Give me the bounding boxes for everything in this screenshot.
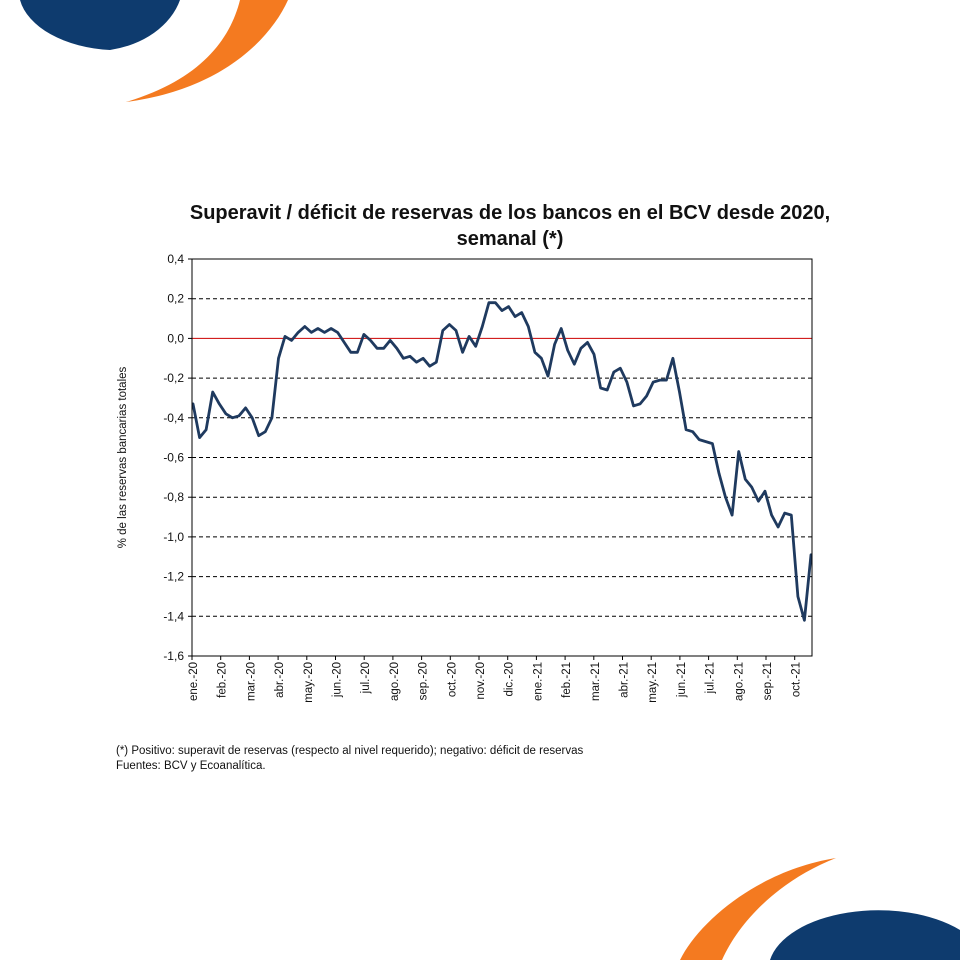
x-tick-label: ene.-20 <box>188 662 200 701</box>
y-tick-label: -0,8 <box>163 490 184 504</box>
y-tick-label: -0,6 <box>163 451 184 465</box>
y-tick-label: -1,4 <box>163 609 184 623</box>
y-tick-label: 0,0 <box>167 331 184 345</box>
x-tick-label: abr.-20 <box>274 662 286 698</box>
x-tick-label: nov.-20 <box>475 662 487 700</box>
x-tick-label: sep.-21 <box>762 662 774 700</box>
x-tick-label: feb.-20 <box>217 662 229 698</box>
x-tick-label: oct.-21 <box>791 662 803 697</box>
y-tick-label: 0,4 <box>167 252 184 266</box>
y-tick-label: -1,6 <box>163 649 184 663</box>
y-tick-label: -0,2 <box>163 371 184 385</box>
grid-lines <box>192 298 812 617</box>
x-tick-label: sep.-20 <box>418 662 430 700</box>
chart-title: Superavit / déficit de reservas de los b… <box>189 202 831 250</box>
x-tick-label: oct.-20 <box>446 662 458 697</box>
navy-circle-top-left <box>20 0 180 50</box>
y-tick-label: -0,4 <box>163 411 184 425</box>
x-tick-label: may.-21 <box>647 662 659 703</box>
navy-circle-bottom-right <box>770 910 960 960</box>
y-tick-label: -1,2 <box>163 570 184 584</box>
footnote: (*) Positivo: superavit de reservas (res… <box>116 744 583 774</box>
x-tick-label: abr.-21 <box>619 662 631 698</box>
x-tick-label: feb.-21 <box>561 662 573 698</box>
x-tick-label: ago.-21 <box>733 662 745 701</box>
footnote-definition: (*) Positivo: superavit de reservas (res… <box>116 745 584 757</box>
x-tick-label: mar.-21 <box>590 662 602 701</box>
orange-swoosh-bottom-right <box>680 858 836 960</box>
x-tick-label: jun.-21 <box>676 662 688 698</box>
y-tick-label: 0,2 <box>167 292 184 306</box>
x-tick-label: dic.-20 <box>504 662 516 697</box>
y-axis-tick-labels: 0,4 0,2 0,0 -0,2 -0,4 -0,6 -0,8 -1,0 -1,2 -1,4 -1,… <box>163 252 192 663</box>
x-tick-label: jul.-20 <box>360 662 372 694</box>
x-tick-label: may.-20 <box>303 662 315 703</box>
x-axis-tick-labels: ene.-20 feb.-20 mar.-20 abr.-20 may.-20 jun.-… <box>188 656 803 703</box>
x-tick-label: jul.-21 <box>705 662 717 694</box>
y-tick-label: -1,0 <box>163 530 184 544</box>
plot-area-frame <box>191 258 813 657</box>
x-tick-label: jun.-20 <box>332 662 344 698</box>
x-tick-label: ene.-21 <box>532 662 544 701</box>
series-line <box>191 301 813 622</box>
footnote-sources: Fuentes: BCV y Ecoanalítica. <box>116 760 266 772</box>
y-axis-label: % de las reservas bancarias totales <box>117 366 129 548</box>
orange-swoosh-top <box>126 0 288 102</box>
x-tick-label: mar.-20 <box>245 662 257 701</box>
x-tick-label: ago.-20 <box>389 662 401 701</box>
